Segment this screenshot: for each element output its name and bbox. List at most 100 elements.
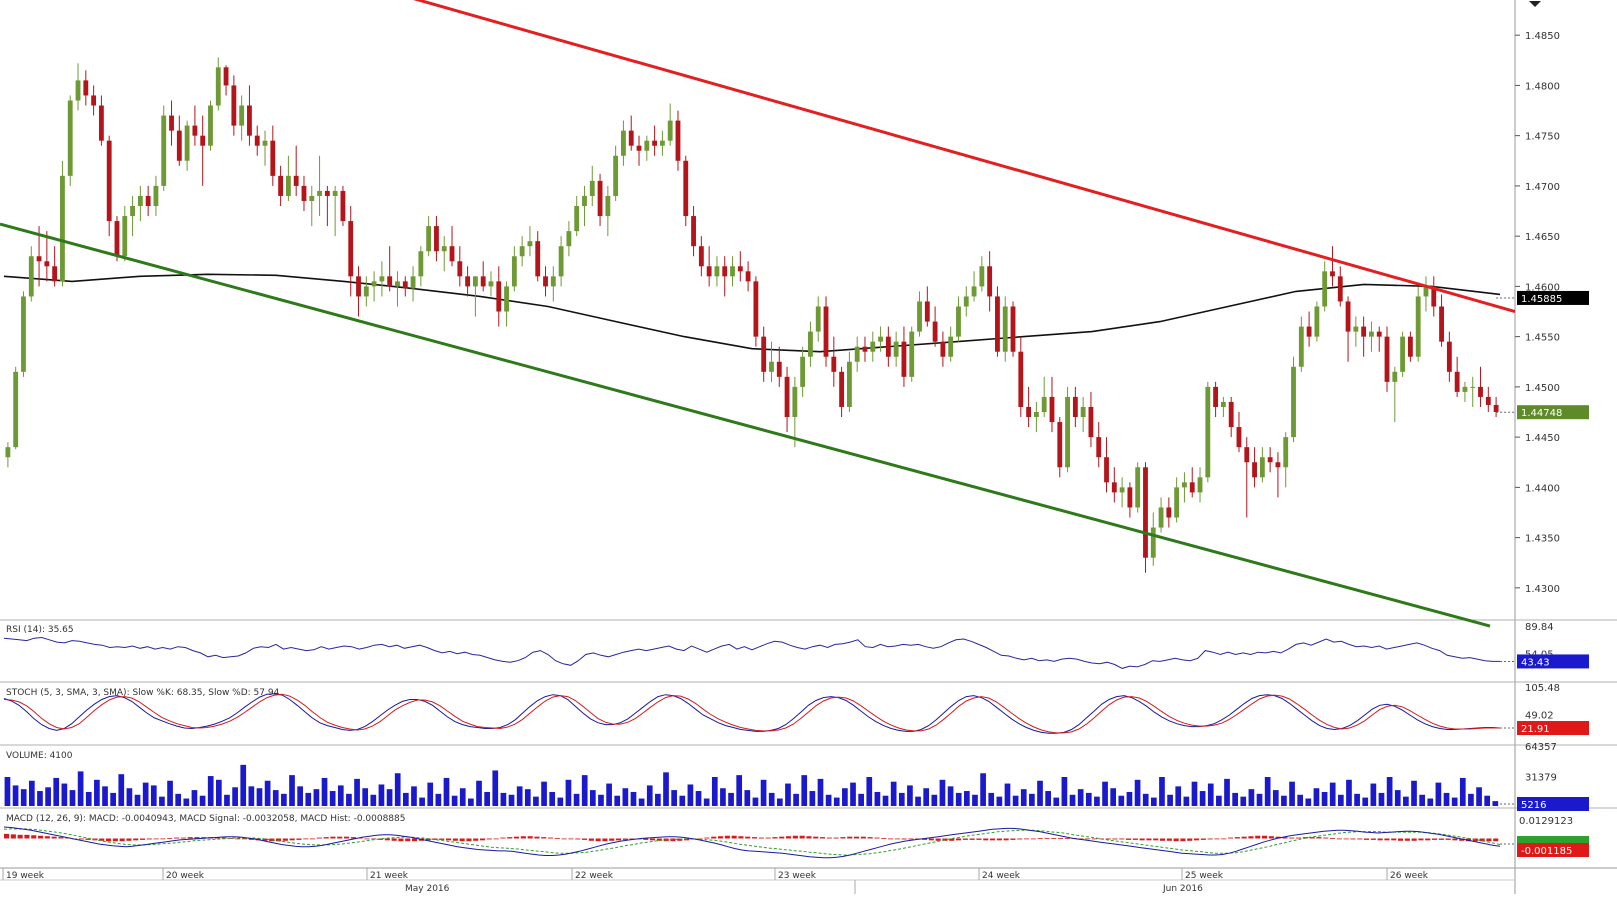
candle-down xyxy=(722,266,728,277)
macd-hist-bar xyxy=(276,838,282,842)
volume-bar xyxy=(102,786,108,806)
macd-hist-bar xyxy=(1058,838,1064,839)
macd-hist-bar xyxy=(752,837,758,839)
volume-bar xyxy=(882,795,889,806)
volume-bar xyxy=(191,790,198,806)
volume-label: VOLUME: 4100 xyxy=(6,751,73,761)
volume-bar xyxy=(1102,781,1108,806)
volume-bar xyxy=(240,764,247,806)
macd-hist-bar xyxy=(772,837,778,839)
macd-hist-bar xyxy=(187,837,193,839)
volume-bar xyxy=(695,791,702,806)
macd-hist-bar xyxy=(1452,838,1458,841)
macd-hist-bar xyxy=(616,838,622,841)
macd-hist-bar xyxy=(480,838,486,841)
volume-bar xyxy=(264,780,271,806)
macd-hist-bar xyxy=(1092,838,1098,840)
volume-bar xyxy=(459,788,466,806)
candle-up xyxy=(1065,396,1070,468)
candle-up xyxy=(1298,326,1304,367)
candle-up xyxy=(730,266,735,277)
candle-down xyxy=(823,306,829,357)
volume-bar xyxy=(939,779,946,806)
candle-down xyxy=(1431,286,1437,307)
volume-bar xyxy=(256,788,263,806)
candle-down xyxy=(457,261,463,277)
macd-hist-bar xyxy=(833,837,839,839)
macd-hist-bar xyxy=(310,838,316,840)
volume-bar xyxy=(150,785,157,806)
macd-hist-bar xyxy=(323,837,329,839)
candle-down xyxy=(293,175,299,186)
candle-down xyxy=(1454,371,1460,392)
macd-hist-bar xyxy=(1350,838,1356,840)
volume-bar xyxy=(1004,783,1011,806)
candle-up xyxy=(909,331,915,377)
macd-hist-bar xyxy=(1404,838,1410,841)
macd-hist-bar xyxy=(568,838,574,840)
volume-bar xyxy=(785,783,791,806)
volume-bar xyxy=(443,777,450,806)
macd-hist-bar xyxy=(1255,835,1261,839)
macd-hist-bar xyxy=(1010,838,1016,840)
week-label: 26 week xyxy=(1390,871,1429,881)
macd-hist-bar xyxy=(949,838,955,841)
macd-hist-bar xyxy=(507,837,513,839)
chart-menu-arrow-icon[interactable] xyxy=(1529,1,1541,7)
candle-down xyxy=(1493,404,1499,412)
macd-hist-bar xyxy=(1398,838,1404,841)
volume-bar xyxy=(874,791,881,806)
macd-hist-bar xyxy=(221,837,227,839)
candle-down xyxy=(223,67,229,86)
volume-bar xyxy=(776,798,783,806)
volume-bar xyxy=(1289,781,1295,806)
candle-down xyxy=(254,135,260,146)
candle-up xyxy=(1259,457,1265,478)
macd-hist-bar xyxy=(779,836,785,839)
macd-hist-bar xyxy=(894,838,900,840)
volume-bar xyxy=(354,778,360,806)
macd-hist-bar xyxy=(167,838,173,839)
volume-bar xyxy=(752,797,759,806)
volume-bar xyxy=(598,794,604,806)
candle-up xyxy=(317,190,322,196)
macd-hist-bar xyxy=(643,838,649,840)
macd-value-label-bg xyxy=(1517,843,1589,857)
candle-down xyxy=(1345,301,1351,332)
ma-value-label: 1.45885 xyxy=(1521,294,1562,305)
macd-hist-bar xyxy=(466,838,472,842)
candle-up xyxy=(948,336,954,357)
volume-bar xyxy=(305,792,312,806)
macd-hist-bar xyxy=(1241,836,1247,839)
volume-bar xyxy=(329,791,336,806)
candle-up xyxy=(846,361,852,407)
volume-bar xyxy=(703,798,710,806)
volume-bar xyxy=(614,795,621,806)
macd-hist-bar xyxy=(1486,838,1492,842)
candle-down xyxy=(1306,326,1312,337)
volume-bar xyxy=(94,779,100,806)
macd-hist-bar xyxy=(956,838,962,841)
candle-up xyxy=(644,140,650,151)
macd-hist-bar xyxy=(996,838,1002,841)
macd-hist-bar xyxy=(1003,838,1009,841)
volume-bar xyxy=(61,783,68,806)
volume-bar xyxy=(167,780,173,806)
macd-hist-bar xyxy=(1153,838,1159,841)
volume-bar xyxy=(1159,777,1165,806)
volume-bar xyxy=(1492,801,1499,806)
volume-bar xyxy=(53,777,60,806)
candle-up xyxy=(67,100,73,176)
volume-bar xyxy=(134,794,141,806)
candle-down xyxy=(932,321,938,342)
candle-down xyxy=(1049,396,1055,423)
volume-bar xyxy=(28,780,35,806)
candle-down xyxy=(1143,467,1148,558)
candle-down xyxy=(434,226,439,252)
volume-bar xyxy=(1199,791,1206,806)
macd-hist-bar xyxy=(262,838,268,841)
macd-hist-bar xyxy=(269,838,275,842)
macd-hist-bar xyxy=(806,836,812,839)
volume-bar xyxy=(638,798,645,806)
